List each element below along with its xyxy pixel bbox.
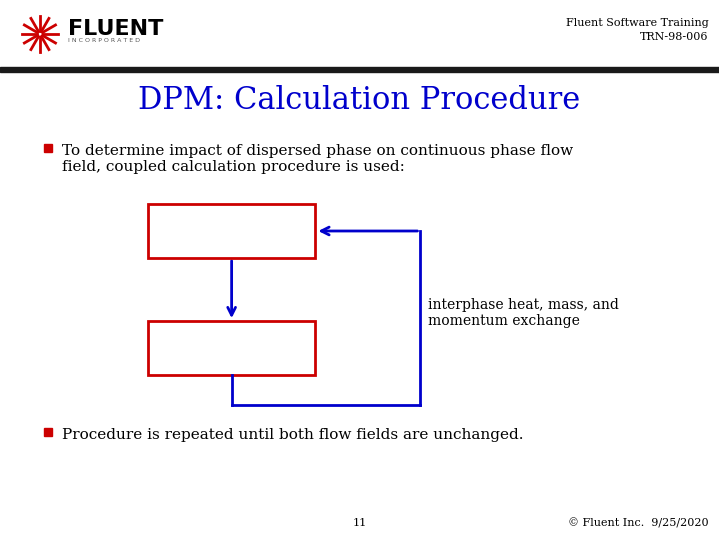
Text: Fluent Software Training: Fluent Software Training bbox=[566, 18, 709, 28]
Text: DPM: Calculation Procedure: DPM: Calculation Procedure bbox=[138, 85, 580, 116]
FancyBboxPatch shape bbox=[148, 321, 315, 375]
Text: continuous phase
flow field calculation: continuous phase flow field calculation bbox=[158, 216, 305, 246]
Text: interphase heat, mass, and
momentum exchange: interphase heat, mass, and momentum exch… bbox=[428, 298, 619, 328]
Text: I N C O R P O R A T E D: I N C O R P O R A T E D bbox=[68, 38, 140, 44]
Text: Procedure is repeated until both flow fields are unchanged.: Procedure is repeated until both flow fi… bbox=[62, 428, 523, 442]
Text: © Fluent Inc.  9/25/2020: © Fluent Inc. 9/25/2020 bbox=[568, 518, 709, 528]
Text: To determine impact of dispersed phase on continuous phase flow
field, coupled c: To determine impact of dispersed phase o… bbox=[62, 144, 573, 174]
Text: particle trajectory
calculation: particle trajectory calculation bbox=[167, 333, 296, 363]
Text: 11: 11 bbox=[352, 518, 366, 528]
Bar bbox=[0, 67, 719, 72]
Text: FLUENT: FLUENT bbox=[68, 19, 163, 39]
FancyBboxPatch shape bbox=[148, 204, 315, 258]
Text: TRN-98-006: TRN-98-006 bbox=[640, 32, 709, 42]
